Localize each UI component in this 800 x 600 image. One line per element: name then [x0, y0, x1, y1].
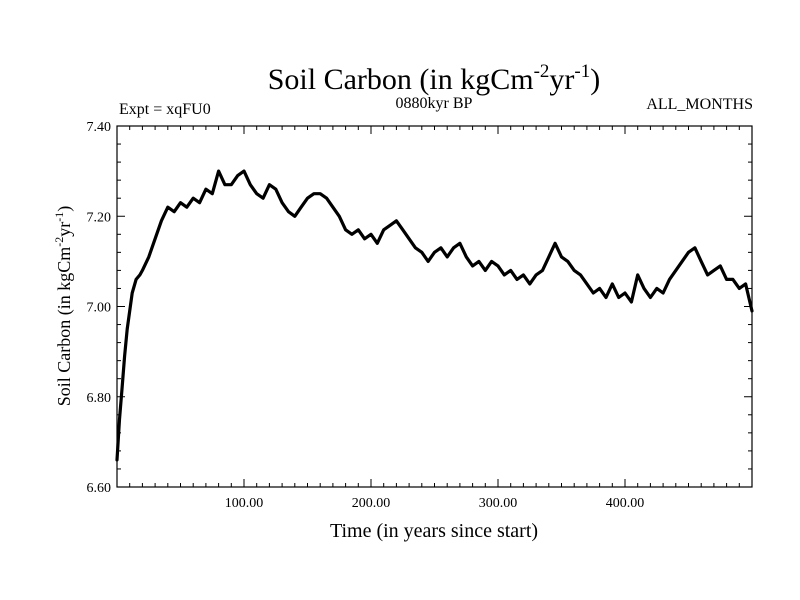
period-label: 0880kyr BP	[396, 95, 473, 112]
y-tick-label: 6.60	[87, 481, 112, 496]
y-tick-labels: 6.60 6.80 7.00 7.20 7.40	[87, 120, 112, 496]
chart-title: Soil Carbon (in kgCm-2yr-1)	[268, 61, 601, 96]
chart-title-end: )	[590, 63, 600, 96]
y-tick-label: 7.40	[87, 120, 112, 135]
chart-title-sup2: -1	[574, 61, 590, 82]
months-label: ALL_MONTHS	[646, 96, 753, 113]
x-tick-label: 300.00	[479, 496, 518, 511]
y-tick-label: 7.00	[87, 301, 112, 316]
chart-title-mid: yr	[549, 63, 574, 96]
chart-title-sup1: -2	[534, 61, 550, 82]
y-axis-label-sup1: -2	[52, 237, 66, 247]
minor-ticks	[117, 126, 752, 487]
series-line	[115, 169, 754, 462]
plot-frame	[116, 125, 753, 488]
experiment-label: Expt = xqFU0	[119, 101, 211, 118]
y-axis-label: Soil Carbon (in kgCm-2yr-1)	[52, 206, 75, 407]
y-axis-label-main: Soil Carbon (in kgCm	[54, 247, 75, 407]
chart-title-main: Soil Carbon (in kgCm	[268, 63, 534, 96]
x-axis-label: Time (in years since start)	[330, 520, 538, 542]
x-tick-labels: 100.00 200.00 300.00 400.00	[225, 496, 645, 511]
y-axis-label-sup2: -1	[52, 212, 66, 222]
x-tick-label: 400.00	[606, 496, 645, 511]
series-group	[115, 169, 754, 462]
y-tick-label: 7.20	[87, 210, 112, 225]
major-ticks	[117, 125, 752, 488]
x-tick-label: 200.00	[352, 496, 391, 511]
y-axis-label-mid: yr	[54, 222, 74, 237]
y-axis-label-end: )	[54, 206, 75, 212]
x-tick-label: 100.00	[225, 496, 264, 511]
y-tick-label: 6.80	[87, 391, 112, 406]
